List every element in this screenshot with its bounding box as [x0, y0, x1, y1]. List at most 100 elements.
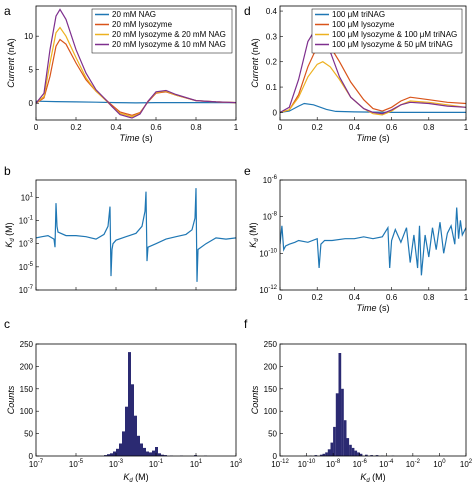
histogram-bar-f-11: [341, 388, 344, 456]
legend-entry-d-2: 100 μM lysozyme & 100 μM triNAG: [332, 30, 457, 39]
x-tick-label-d-2: 0.4: [349, 123, 361, 132]
y-axis-label-f: Counts: [250, 385, 260, 414]
panel-letter-b: b: [4, 164, 11, 178]
histogram-bar-c-6: [122, 431, 125, 456]
y-tick-label-e-2: 10-10: [259, 248, 277, 258]
histogram-bar-f-6: [327, 449, 331, 456]
histogram-bar-c-17: [155, 447, 158, 456]
x-axis-label-f: Kd (M): [360, 472, 385, 484]
x-tick-label-f-5: 10-2: [406, 459, 421, 469]
panel-letter-f: f: [244, 317, 248, 331]
series-line-a-3: [36, 8, 236, 119]
y-tick-label-f-5: 250: [264, 340, 278, 349]
legend-box-d: [311, 8, 463, 54]
y-tick-label-c-0: 0: [29, 452, 34, 461]
y-axis-label-b: Kd (M): [4, 222, 16, 247]
x-axis-label-a: Time (s): [120, 133, 153, 143]
x-tick-label-d-5: 1: [464, 123, 469, 132]
histogram-bar-f-7: [330, 442, 334, 456]
y-tick-label-c-4: 200: [20, 362, 34, 371]
y-axis-label-a: Current (nA): [6, 38, 16, 88]
series-line-d-1: [280, 40, 466, 113]
histogram-bar-f-14: [349, 444, 352, 456]
x-tick-label-f-6: 100: [433, 459, 446, 469]
series-line-d-3: [280, 25, 466, 115]
y-axis-label-e: Kd (M): [248, 222, 260, 247]
y-tick-label-c-3: 150: [20, 385, 34, 394]
y-tick-label-d-4: 0.4: [266, 7, 278, 16]
y-tick-label-e-0: 10-6: [263, 175, 278, 185]
panel-f: 10-12 10-10 10-8 10-6 10-4 10-2 100 102 0 50 100 15…: [250, 340, 473, 484]
histogram-bar-c-18: [158, 453, 161, 456]
x-tick-label-c-3: 10-1: [149, 459, 164, 469]
histogram-bar-c-15: [149, 452, 152, 456]
y-tick-label-a-1: 5: [29, 66, 34, 75]
panel-b: 101 10-1 10-3 10-5 10-7 Kd (M): [4, 179, 237, 295]
legend-entry-d-0: 100 μM triNAG: [332, 10, 385, 19]
histogram-bar-f-21: [375, 455, 379, 456]
histogram-bar-f-17: [357, 452, 360, 456]
histogram-bar-c-10: [134, 415, 137, 456]
y-tick-label-d-2: 0.2: [266, 58, 278, 67]
x-tick-label-a-1: 0.2: [70, 123, 82, 132]
x-axis-label-d: Time (s): [357, 133, 390, 143]
y-axis-label-d: Current (nA): [250, 38, 260, 88]
y-tick-label-d-0: 0: [273, 108, 278, 117]
x-tick-label-f-0: 10-12: [271, 459, 289, 469]
y-tick-label-a-2: 10: [24, 32, 33, 41]
x-tick-label-c-1: 10-5: [69, 459, 84, 469]
histogram-bar-c-12: [140, 443, 143, 456]
y-axis-label-c: Counts: [6, 385, 16, 414]
axes-frame-c: [35, 343, 237, 457]
legend-entry-d-1: 100 μM lysozyme: [332, 20, 395, 29]
y-tick-label-d-3: 0.3: [266, 32, 278, 41]
x-tick-label-e-4: 0.8: [423, 293, 435, 302]
panel-letter-e: e: [244, 164, 251, 178]
x-tick-label-a-0: 0: [34, 123, 39, 132]
axes-frame-a: [35, 5, 237, 121]
x-axis-label-c: Kd (M): [123, 472, 148, 484]
series-line-e-0: [280, 207, 466, 276]
x-tick-label-e-3: 0.6: [386, 293, 398, 302]
legend-entry-a-0: 20 mM NAG: [112, 10, 156, 19]
histogram-bar-c-3: [113, 451, 116, 456]
histogram-bar-f-20: [370, 455, 373, 456]
panel-letter-d: d: [244, 4, 251, 18]
axes-frame-d: [279, 5, 467, 121]
histogram-bar-f-9: [335, 393, 339, 456]
y-tick-label-b-1: 10-1: [19, 216, 34, 226]
histogram-bar-f-2: [314, 455, 318, 456]
y-tick-label-a-0: 0: [29, 99, 34, 108]
axes-frame-e: [279, 179, 467, 291]
y-tick-label-d-1: 0.1: [266, 83, 278, 92]
y-tick-label-c-2: 100: [20, 407, 34, 416]
legend-entry-a-1: 20 mM lysozyme: [112, 20, 173, 29]
series-line-b-0: [36, 188, 236, 282]
x-tick-label-f-3: 10-6: [353, 459, 368, 469]
legend-entry-a-2: 20 mM lysozyme & 20 mM NAG: [112, 30, 226, 39]
histogram-bar-f-10: [338, 353, 342, 456]
histogram-bar-c-8: [128, 352, 131, 456]
histogram-bar-c-11: [137, 435, 140, 456]
x-tick-label-f-1: 10-10: [298, 459, 316, 469]
y-tick-label-b-4: 10-7: [19, 285, 34, 295]
histogram-bar-c-7: [125, 406, 128, 456]
legend-entry-a-3: 20 mM lysozyme & 10 mM NAG: [112, 40, 226, 49]
x-tick-label-a-4: 0.8: [190, 123, 202, 132]
x-tick-label-f-4: 10-4: [379, 459, 394, 469]
histogram-bar-f-15: [351, 447, 355, 456]
y-tick-label-f-4: 200: [264, 362, 278, 371]
histogram-bar-f-12: [343, 420, 347, 456]
histogram-bar-f-13: [346, 438, 350, 456]
y-tick-label-f-3: 150: [264, 385, 278, 394]
x-tick-label-d-1: 0.2: [312, 123, 324, 132]
y-tick-label-f-1: 50: [268, 430, 277, 439]
x-tick-label-a-2: 0.4: [110, 123, 122, 132]
x-tick-label-c-2: 10-3: [109, 459, 124, 469]
histogram-bar-c-14: [146, 451, 149, 456]
x-tick-label-e-2: 0.4: [349, 293, 361, 302]
y-tick-label-f-2: 100: [264, 407, 278, 416]
x-tick-label-c-5: 103: [230, 459, 243, 469]
